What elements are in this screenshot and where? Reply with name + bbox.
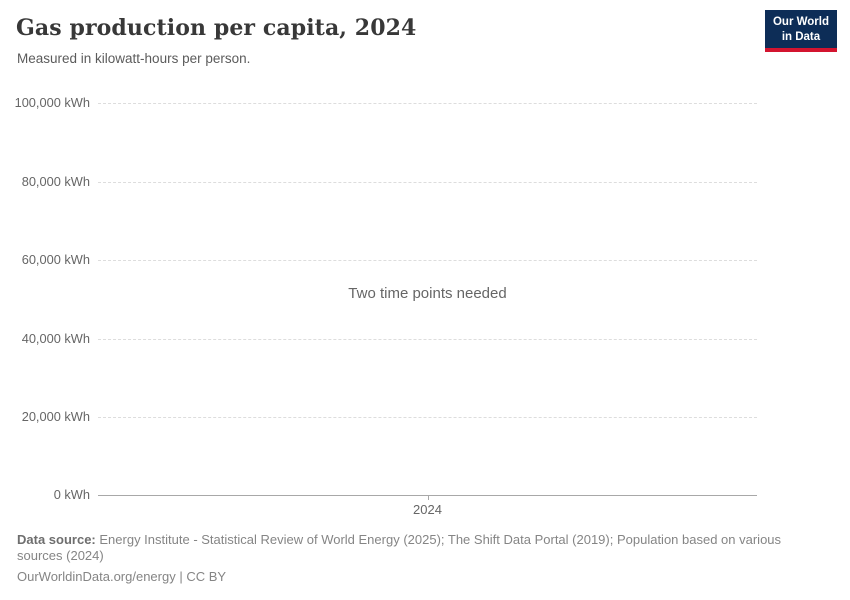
gridline: [98, 182, 757, 183]
data-source-line: Data source: Energy Institute - Statisti…: [17, 532, 813, 564]
y-axis-tick-label: 100,000 kWh: [14, 95, 90, 110]
page-subtitle: Measured in kilowatt-hours per person.: [17, 51, 251, 66]
empty-state-message: Two time points needed: [348, 285, 507, 302]
owid-logo[interactable]: Our World in Data: [764, 10, 837, 52]
chart-area: 100,000 kWh 80,000 kWh 60,000 kWh 40,000…: [14, 95, 757, 517]
x-axis-tick-mark: [428, 495, 429, 500]
owid-url-link[interactable]: OurWorldinData.org/energy: [17, 569, 176, 584]
y-axis-tick-label: 0 kWh: [53, 487, 90, 502]
y-axis-tick-label: 20,000 kWh: [21, 409, 90, 424]
y-axis-tick-label: 60,000 kWh: [21, 252, 90, 267]
owid-logo-line2: in Data: [781, 30, 821, 43]
gridline: [98, 339, 757, 340]
license-link[interactable]: CC BY: [186, 569, 227, 584]
gridline: [98, 103, 757, 104]
page-title: Gas production per capita, 2024: [16, 15, 417, 41]
y-axis-tick-label: 80,000 kWh: [21, 174, 90, 189]
chart-footer: Data source: Energy Institute - Statisti…: [17, 532, 813, 585]
data-source-text: Energy Institute - Statistical Review of…: [17, 532, 782, 563]
gridline: [98, 417, 757, 418]
data-source-label: Data source:: [17, 532, 96, 547]
license-line: OurWorldinData.org/energy | CC BY: [17, 569, 813, 585]
gridline: [98, 260, 757, 261]
x-axis-tick-label: 2024: [413, 502, 442, 517]
x-axis-line: [98, 495, 757, 496]
owid-logo-line1: Our World: [772, 16, 829, 28]
y-axis-tick-label: 40,000 kWh: [21, 331, 90, 346]
footer-separator: |: [175, 569, 187, 584]
